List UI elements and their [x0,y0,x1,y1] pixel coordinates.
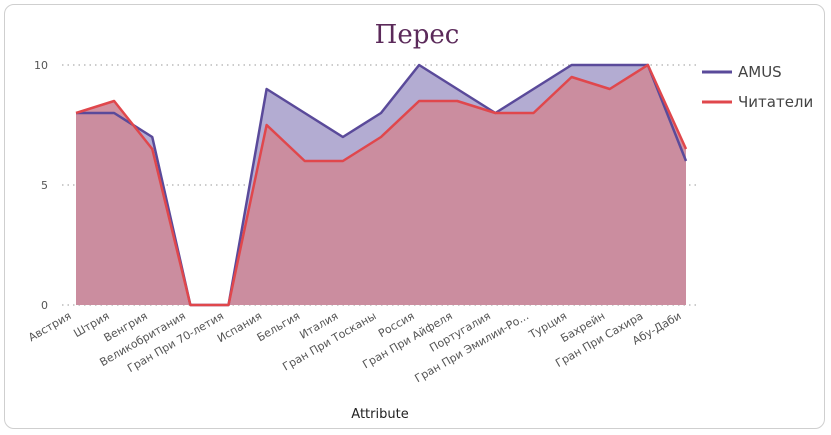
data-point-chitateli-5[interactable] [265,124,268,127]
data-point-amus-6[interactable] [303,112,306,115]
data-point-amus-7[interactable] [341,136,344,139]
data-point-amus-1[interactable] [113,112,116,115]
line-chitateli[interactable] [75,63,688,307]
data-point-chitateli-7[interactable] [341,160,344,163]
data-point-chitateli-0[interactable] [75,112,78,115]
data-point-chitateli-11[interactable] [494,112,497,115]
x-tick-label: Бельгия [255,309,303,344]
x-axis-title: Attribute [351,407,408,422]
data-point-amus-8[interactable] [380,112,383,115]
y-tick-label: 10 [34,59,48,72]
data-point-amus-14[interactable] [608,64,611,67]
data-point-chitateli-14[interactable] [608,88,611,91]
data-point-chitateli-6[interactable] [303,160,306,163]
data-point-chitateli-4[interactable] [227,304,230,307]
legend[interactable]: AMUS Читатели [702,63,813,111]
data-point-chitateli-1[interactable] [113,100,116,103]
series-areas [76,65,686,305]
data-point-chitateli-12[interactable] [532,112,535,115]
data-point-chitateli-8[interactable] [380,136,383,139]
y-tick-label: 5 [41,179,48,192]
legend-item-chitateli[interactable]: Читатели [702,93,813,111]
data-point-amus-2[interactable] [151,136,154,139]
legend-item-amus[interactable]: AMUS [702,63,782,81]
legend-label: AMUS [738,63,782,81]
data-point-amus-5[interactable] [265,88,268,91]
data-point-amus-13[interactable] [570,64,573,67]
data-point-chitateli-9[interactable] [418,100,421,103]
data-point-chitateli-13[interactable] [570,76,573,79]
data-point-chitateli-2[interactable] [151,148,154,151]
area-chitateli [76,65,686,305]
data-point-chitateli-3[interactable] [189,304,192,307]
chart-title: Перес [375,20,460,50]
data-point-amus-16[interactable] [685,160,688,163]
data-point-chitateli-15[interactable] [646,64,649,67]
legend-label: Читатели [738,93,813,111]
data-point-amus-10[interactable] [456,88,459,91]
y-tick-label: 0 [41,299,48,312]
data-point-amus-12[interactable] [532,88,535,91]
data-point-chitateli-16[interactable] [685,148,688,151]
series-lines [75,63,688,307]
data-point-amus-9[interactable] [418,64,421,67]
data-point-chitateli-10[interactable] [456,100,459,103]
y-axis-ticks: 0 5 10 [34,59,48,312]
x-tick-label: Австрия [26,309,73,344]
